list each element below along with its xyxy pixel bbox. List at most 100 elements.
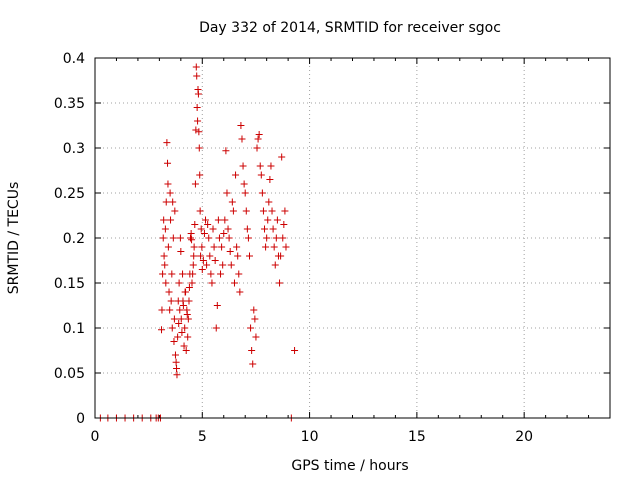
data-point	[168, 324, 176, 332]
data-point	[235, 270, 243, 278]
data-point	[184, 315, 192, 323]
data-point	[196, 207, 204, 215]
data-point	[183, 311, 191, 318]
data-point	[232, 171, 240, 179]
data-point	[197, 225, 205, 233]
data-point	[179, 302, 187, 309]
data-point	[188, 236, 196, 244]
data-point	[189, 261, 197, 269]
data-point	[168, 270, 176, 278]
data-point	[278, 153, 286, 161]
data-point	[191, 180, 199, 188]
data-point	[248, 347, 256, 354]
y-tick-label: 0	[76, 411, 85, 427]
data-point	[160, 216, 168, 224]
data-point	[221, 216, 229, 224]
data-point	[220, 230, 228, 237]
axis-ticks: 0 5 10 15 20 0 0.05 0.1 0.15 0.2 0.25 0.3 0.35 0.4	[54, 51, 610, 445]
data-point	[166, 189, 174, 197]
data-point	[227, 261, 235, 269]
data-point	[282, 243, 290, 251]
data-point	[165, 288, 173, 296]
data-point	[203, 261, 211, 269]
data-point	[277, 252, 285, 260]
data-point	[180, 342, 188, 350]
data-point	[276, 279, 284, 287]
data-point	[188, 279, 196, 287]
data-point	[202, 216, 210, 224]
plot-frame	[94, 57, 611, 419]
data-point	[196, 171, 204, 179]
data-point	[198, 243, 206, 251]
data-point	[163, 139, 171, 147]
data-point	[161, 225, 169, 233]
data-point	[251, 315, 259, 323]
data-point	[244, 234, 252, 242]
data-point	[215, 234, 223, 242]
data-point	[268, 207, 276, 215]
data-point	[162, 198, 170, 206]
data-point	[233, 243, 241, 251]
data-point	[266, 176, 274, 183]
data-point	[214, 216, 222, 224]
y-tick-label: 0.3	[63, 141, 85, 157]
data-point	[172, 358, 180, 366]
data-point	[228, 198, 236, 206]
data-point	[186, 234, 194, 242]
data-point	[240, 180, 248, 188]
data-point	[167, 297, 175, 305]
data-point	[192, 63, 200, 71]
data-point	[229, 207, 237, 215]
data-point	[179, 270, 187, 278]
data-point	[194, 90, 202, 98]
data-point	[185, 297, 193, 305]
chart-title: Day 332 of 2014, SRMTID for receiver sgo…	[199, 20, 501, 36]
y-tick-label: 0.15	[54, 276, 85, 292]
data-point	[195, 144, 203, 152]
data-point	[211, 257, 219, 264]
data-point	[170, 338, 178, 345]
data-point	[218, 243, 226, 251]
x-tick-label: 5	[198, 429, 207, 445]
data-point	[259, 207, 267, 215]
data-point	[174, 333, 182, 341]
data-point	[178, 329, 186, 336]
data-point	[279, 234, 287, 242]
data-point	[273, 216, 281, 224]
data-point	[206, 252, 214, 260]
data-point	[197, 252, 205, 260]
data-point	[210, 243, 218, 251]
data-point	[189, 270, 197, 278]
y-tick-label: 0.05	[54, 366, 85, 382]
data-point	[230, 279, 238, 287]
data-point	[234, 252, 242, 260]
data-point	[181, 324, 189, 332]
data-point	[164, 243, 172, 251]
data-point	[207, 270, 215, 278]
data-point	[222, 147, 230, 155]
data-point	[270, 243, 278, 251]
data-point	[246, 252, 253, 260]
y-tick-label: 0.4	[63, 51, 85, 67]
x-tick-label: 0	[91, 429, 100, 445]
data-point	[184, 333, 192, 341]
data-point	[264, 216, 272, 224]
data-point	[164, 159, 172, 167]
data-point	[161, 261, 169, 269]
data-point	[257, 171, 265, 179]
data-point	[256, 162, 264, 170]
data-point	[190, 243, 198, 251]
data-point	[164, 180, 172, 188]
data-point	[177, 315, 185, 323]
data-point	[173, 365, 181, 372]
data-point	[199, 257, 207, 264]
data-point	[176, 306, 184, 314]
data-point	[204, 221, 212, 228]
data-point	[187, 230, 195, 237]
data-point	[162, 279, 170, 287]
data-point	[236, 288, 244, 296]
data-point	[193, 72, 201, 80]
data-point	[213, 302, 221, 309]
data-point	[159, 234, 167, 242]
